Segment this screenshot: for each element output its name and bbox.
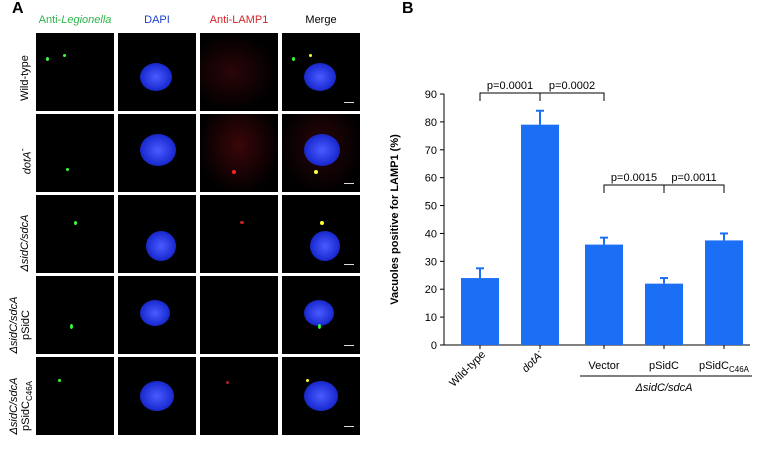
micrograph-delta-sidc-merge <box>282 195 360 273</box>
y-tick-label: 80 <box>425 117 437 129</box>
row-label-dota-text: dotA <box>21 151 34 175</box>
column-header-anti-lamp1: Anti-LAMP1 <box>209 14 269 26</box>
x-label-dota-sup: - <box>534 347 542 355</box>
micrograph-c46a-legionella <box>36 357 114 435</box>
micrograph-dota-lamp1 <box>200 114 278 192</box>
row-label-dota-sup: - <box>17 148 28 152</box>
bar <box>461 278 499 345</box>
x-label-dota: dotA- <box>518 347 546 375</box>
row-label-plasmid-text: pSidC <box>20 401 32 431</box>
y-tick-label: 30 <box>425 256 437 268</box>
bar <box>705 240 743 345</box>
column-header-dapi: DAPI <box>144 14 170 26</box>
micrograph-psidc-lamp1 <box>200 276 278 354</box>
micrograph-wild-type-lamp1 <box>200 33 278 111</box>
row-label-wild-type: Wild-type <box>19 55 31 101</box>
micrograph-psidc-dapi <box>118 276 196 354</box>
panel-b-letter: B <box>402 0 414 17</box>
micrograph-c46a-dapi <box>118 357 196 435</box>
micrograph-dota-legionella <box>36 114 114 192</box>
group-label: ΔsidC/sdcA <box>635 382 693 394</box>
lamp1-bar-chart: 0 10 20 30 40 50 60 70 80 90 Vacuoles positive for… <box>389 80 752 394</box>
column-header-prefix: Anti- <box>38 14 62 26</box>
micrograph-wild-type-merge <box>282 33 360 111</box>
p-value-label: p=0.0015 <box>611 172 657 184</box>
bar <box>645 283 683 345</box>
row-label-delta-sidc-sdca: ΔsidC/sdcA <box>19 214 31 272</box>
significance-bracket <box>479 92 541 101</box>
row-label-dota: dotA- <box>17 126 34 196</box>
x-label-psidc-c46a: pSidCC46A <box>699 360 750 374</box>
p-value-label: p=0.0011 <box>671 172 716 184</box>
chart-axes: 0 10 20 30 40 50 60 70 80 90 Vacuoles positive for… <box>389 89 750 352</box>
micrograph-wild-type-legionella <box>36 33 114 111</box>
row-label-strain: ΔsidC/sdcA <box>8 377 20 435</box>
chart-bars <box>461 109 743 345</box>
bar <box>585 244 623 345</box>
micrograph-c46a-merge <box>282 357 360 435</box>
y-tick-label: 20 <box>425 284 437 296</box>
y-tick-label: 70 <box>425 145 437 157</box>
micrograph-dota-dapi <box>118 114 196 192</box>
p-value-label: p=0.0002 <box>549 80 595 92</box>
y-tick-label: 90 <box>425 89 437 101</box>
y-tick-label: 0 <box>431 340 437 352</box>
micrograph-wild-type-dapi <box>118 33 196 111</box>
x-label-psidc-c46a-sub: C46A <box>729 365 750 374</box>
bar <box>521 124 559 345</box>
panel-a-letter: A <box>12 0 24 17</box>
significance-bracket <box>603 184 665 193</box>
p-value-label: p=0.0001 <box>487 80 533 92</box>
row-label-delta-sidc-sdca-psidc-c46a: ΔsidC/sdcA pSidCC46A <box>8 361 34 451</box>
x-label-psidc: pSidC <box>649 360 679 372</box>
y-tick-label: 40 <box>425 228 437 240</box>
micrograph-delta-sidc-legionella <box>36 195 114 273</box>
y-tick-label: 10 <box>425 312 437 324</box>
y-axis-label: Vacuoles positive for LAMP1 (%) <box>389 134 401 305</box>
column-header-merge: Merge <box>305 14 337 26</box>
row-label-strain: ΔsidC/sdcA <box>8 296 20 354</box>
x-label-vector: Vector <box>588 360 620 372</box>
x-label-wild-type: Wild-type <box>447 349 488 390</box>
row-label-delta-sidc-sdca-psidc: ΔsidC/sdcA pSidC <box>8 280 34 370</box>
y-tick-label: 60 <box>425 173 437 185</box>
micrograph-psidc-legionella <box>36 276 114 354</box>
y-tick-label: 50 <box>425 201 437 213</box>
micrograph-c46a-lamp1 <box>200 357 278 435</box>
micrograph-delta-sidc-dapi <box>118 195 196 273</box>
micrograph-dota-merge <box>282 114 360 192</box>
significance-bracket <box>663 184 725 193</box>
chart-labels: Wild-type dotA- Vector pSidC pSidCC46A ΔsidC/… <box>447 80 752 394</box>
row-label-plasmid: pSidC <box>20 310 32 340</box>
significance-bracket <box>539 92 605 101</box>
micrograph-psidc-merge <box>282 276 360 354</box>
row-label-plasmid-sub: C46A <box>25 381 35 402</box>
column-header-italic: Legionella <box>61 14 112 26</box>
micrograph-delta-sidc-lamp1 <box>200 195 278 273</box>
column-header-anti-legionella: Anti-Legionella <box>36 14 114 26</box>
row-label-plasmid: pSidCC46A <box>20 361 36 451</box>
